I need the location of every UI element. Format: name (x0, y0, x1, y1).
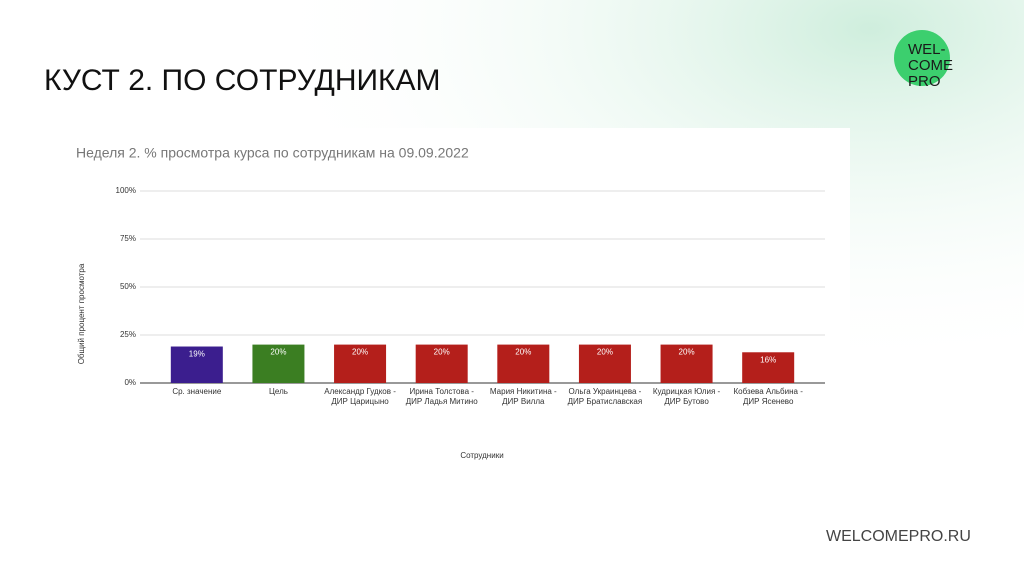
chart-panel (60, 128, 850, 478)
x-tick-label: Кобзева Альбина - ДИР Ясенево (733, 387, 803, 406)
y-tick-label: 50% (120, 282, 136, 291)
footer: WELCOMEPRO.RU (826, 528, 971, 545)
value-label: 20% (434, 348, 450, 357)
value-label: 20% (597, 348, 613, 357)
logo-text: PRO (908, 73, 941, 90)
x-tick-label: Ср. значение (172, 387, 222, 396)
y-tick-label: 0% (124, 378, 136, 387)
value-label: 20% (515, 348, 531, 357)
logo-circle (894, 30, 950, 86)
bar (252, 344, 305, 383)
y-axis-label: Общий процент просмотра (77, 263, 86, 364)
bar (660, 344, 713, 383)
y-tick-label: 75% (120, 234, 136, 243)
chart-title: Неделя 2. % просмотра курса по сотрудник… (76, 145, 469, 161)
value-label: 20% (270, 348, 286, 357)
x-axis-label: Сотрудники (460, 451, 503, 460)
bar (415, 344, 468, 383)
x-tick-label: Александр Гудков - ДИР Царицыно (324, 387, 396, 406)
value-label: 16% (760, 355, 776, 364)
x-tick-label: Цель (268, 387, 288, 396)
y-tick-label: 100% (116, 186, 136, 195)
value-label: 20% (352, 348, 368, 357)
bar (497, 344, 550, 383)
x-tick-label: Ирина Толстова - ДИР Ладья Митино (405, 387, 478, 406)
slide-title: КУСТ 2. ПО СОТРУДНИКАМ (44, 64, 441, 97)
logo-text: COME (908, 57, 953, 74)
value-label: 19% (189, 350, 205, 359)
bar (334, 344, 387, 383)
value-label: 20% (679, 348, 695, 357)
y-tick-label: 25% (120, 330, 136, 339)
x-tick-label: Мария Никитина - ДИР Вилла (489, 387, 557, 406)
x-tick-label: Ольга Украинцева - ДИР Братиславская (567, 387, 643, 406)
logo-text: WEL- (908, 41, 946, 58)
x-tick-label: Кудрицкая Юлия - ДИР Бутово (652, 387, 721, 406)
bar (170, 346, 223, 383)
bar (742, 352, 795, 383)
bar (578, 344, 631, 383)
